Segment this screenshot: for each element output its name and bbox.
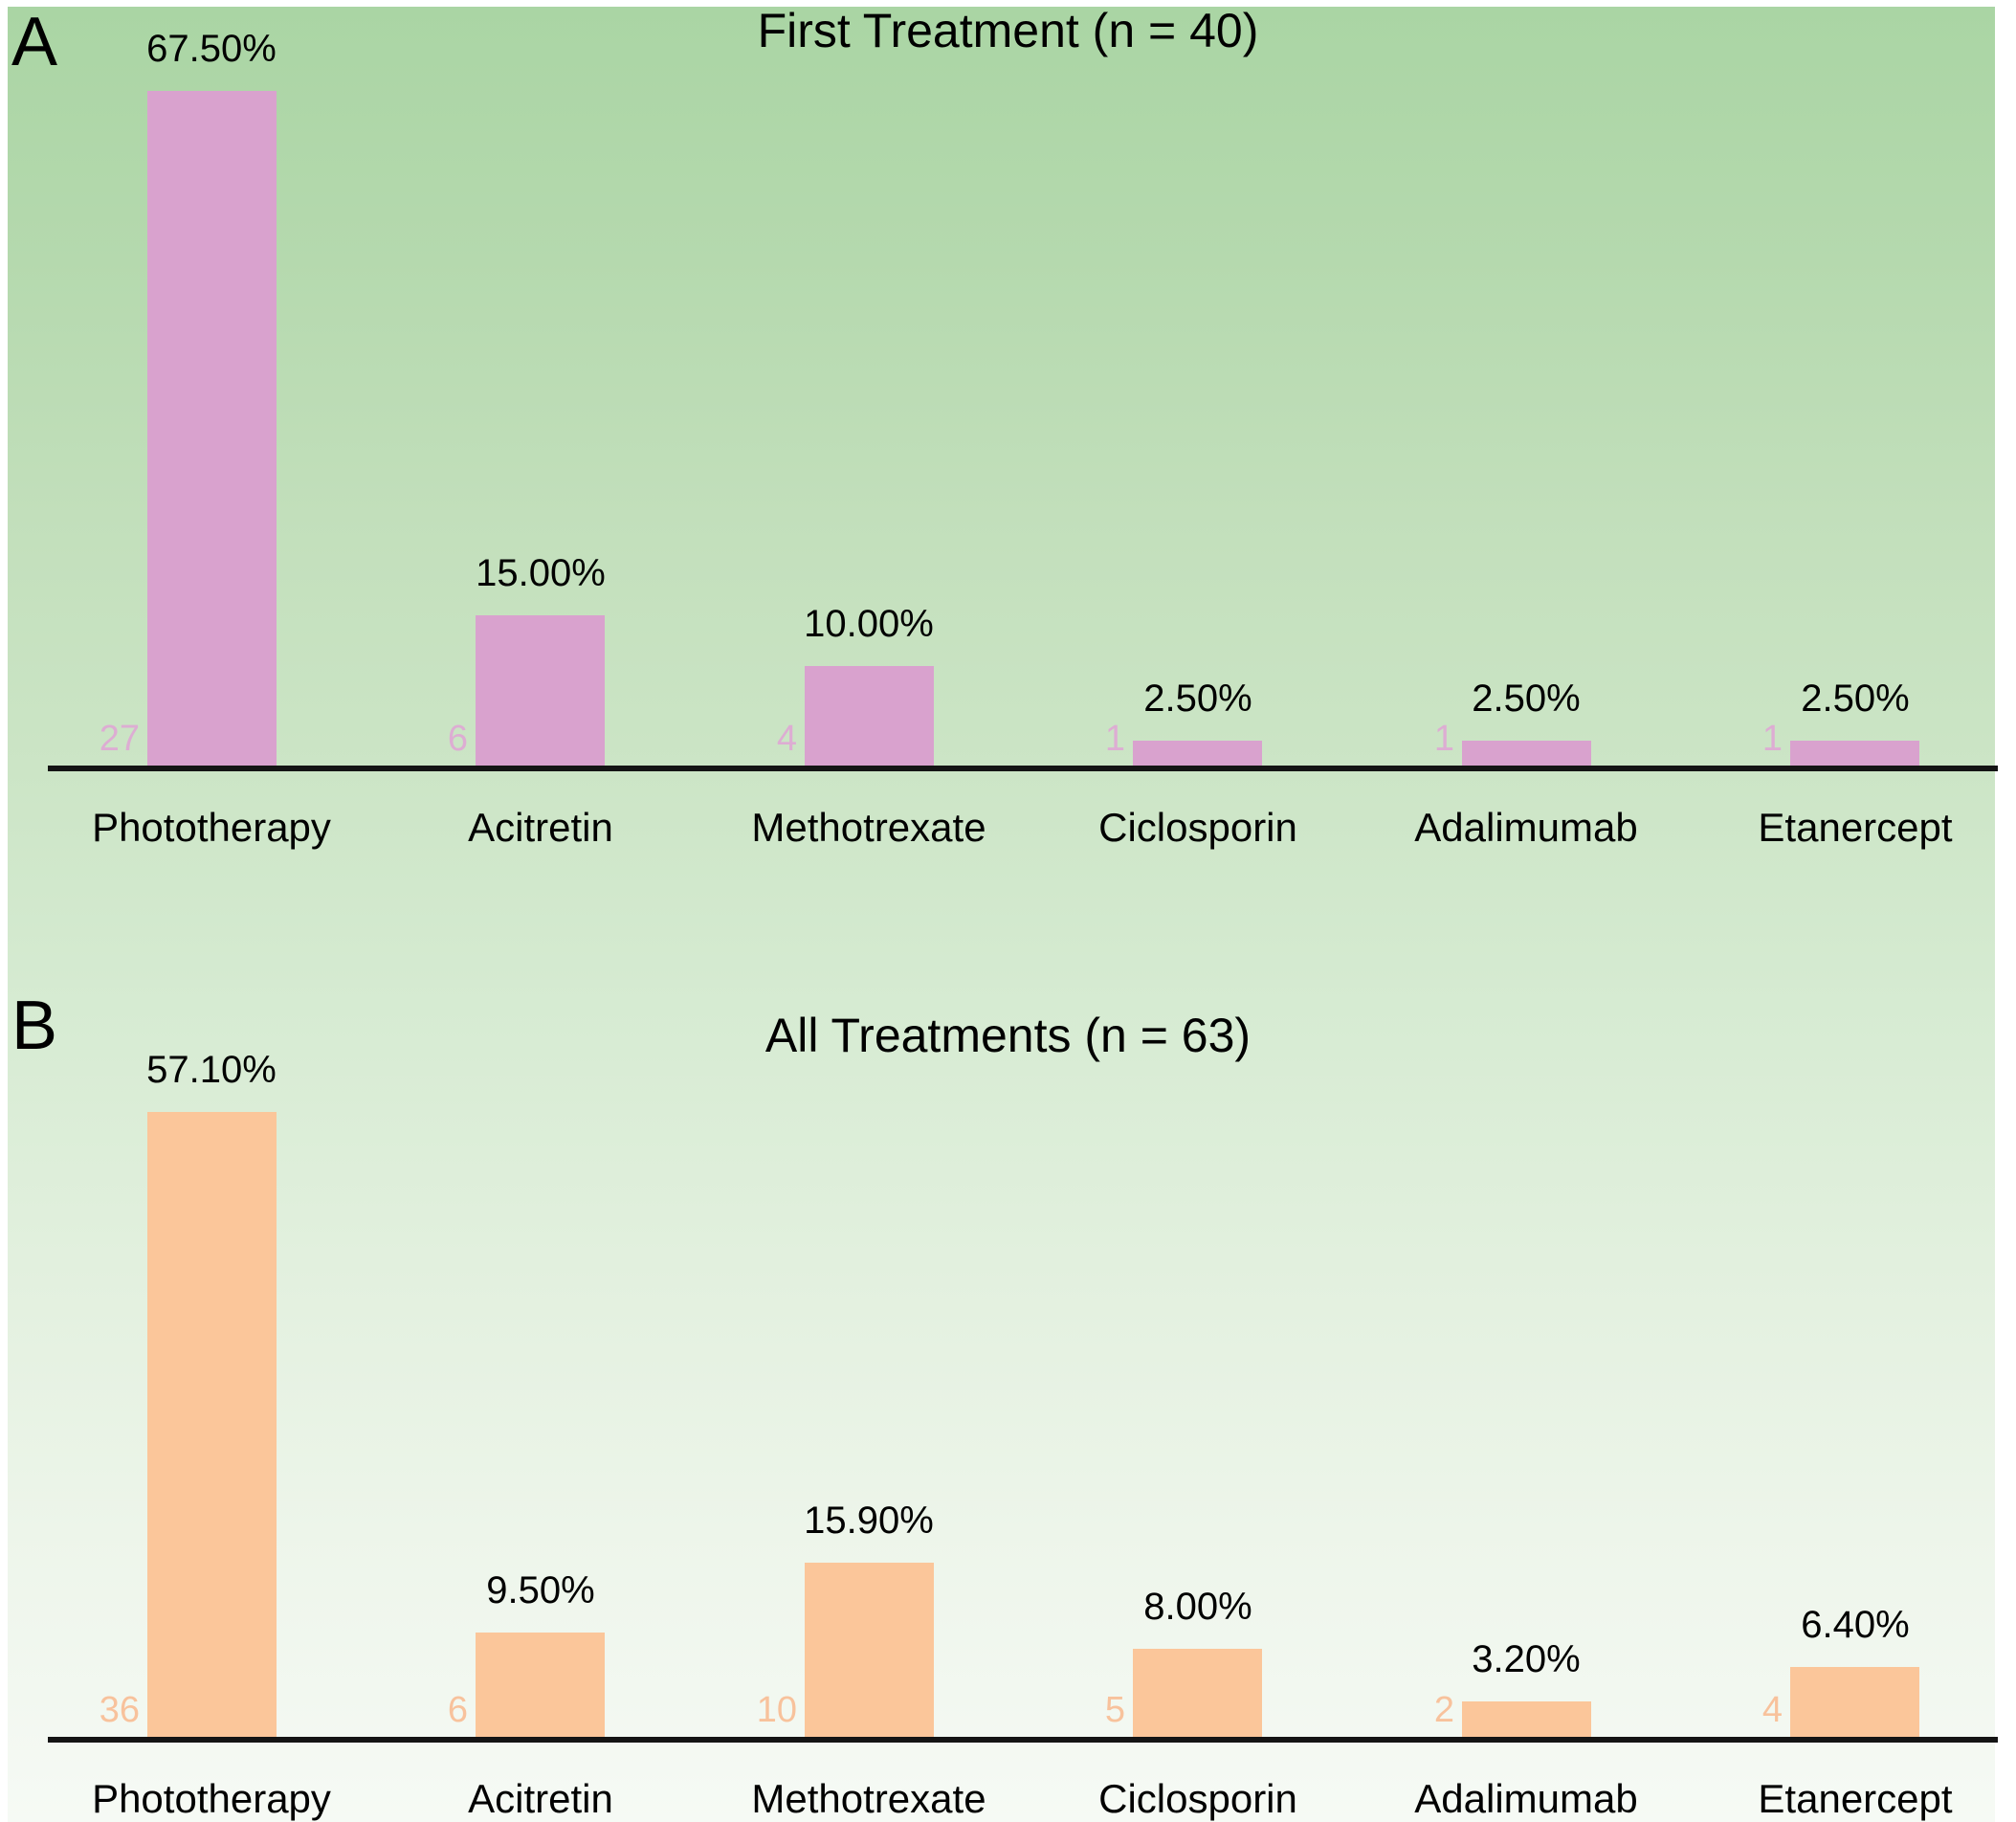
percent-label: 2.50% [1472,678,1581,720]
bar-phototherapy [147,1112,277,1737]
bar-ciclosporin [1133,1649,1262,1737]
bar-acitretin [476,615,605,766]
bar-phototherapy [147,91,277,766]
count-label: 1 [1104,719,1125,759]
count-label: 36 [99,1690,140,1730]
count-label: 10 [756,1690,797,1730]
count-label: 1 [1761,719,1783,759]
count-label: 6 [447,1690,468,1730]
percent-label: 15.00% [476,552,606,594]
count-label: 4 [776,719,797,759]
panel-b-label: B [11,988,58,1064]
count-label: 2 [1433,1690,1454,1730]
percent-label: 8.00% [1143,1586,1252,1628]
category-label-ciclosporin: Ciclosporin [1098,805,1297,850]
percent-label: 10.00% [804,603,934,645]
bar-ciclosporin [1133,741,1262,766]
category-label-acitretin: Acitretin [468,1776,613,1821]
panel-b-title: All Treatments (n = 63) [764,1009,1252,1062]
bar-adalimumab [1462,1701,1591,1737]
bar-acitretin [476,1633,605,1737]
category-label-etanercept: Etanercept [1758,1776,1953,1821]
count-label: 5 [1104,1690,1125,1730]
category-label-acitretin: Acitretin [468,805,613,850]
count-label: 27 [99,719,140,759]
category-label-adalimumab: Adalimumab [1414,805,1638,850]
panel-b-xaxis-line [48,1737,1998,1743]
count-label: 1 [1433,719,1454,759]
percent-label: 67.50% [146,28,277,70]
percent-label: 6.40% [1801,1604,1910,1646]
percent-label: 3.20% [1472,1638,1581,1680]
panel-a-title: First Treatment (n = 40) [757,4,1259,57]
percent-label: 2.50% [1801,678,1910,720]
percent-label: 9.50% [486,1569,595,1611]
category-label-phototherapy: Phototherapy [92,805,331,850]
panel-a-xaxis-line [48,766,1998,771]
percent-label: 2.50% [1143,678,1252,720]
category-label-methotrexate: Methotrexate [751,805,986,850]
chart-background [8,7,1995,1822]
category-label-phototherapy: Phototherapy [92,1776,331,1821]
category-label-ciclosporin: Ciclosporin [1098,1776,1297,1821]
bar-adalimumab [1462,741,1591,766]
bar-etanercept [1790,1667,1919,1737]
bar-etanercept [1790,741,1919,766]
category-label-methotrexate: Methotrexate [751,1776,986,1821]
count-label: 4 [1761,1690,1783,1730]
percent-label: 15.90% [804,1500,934,1542]
count-label: 6 [447,719,468,759]
percent-label: 57.10% [146,1049,277,1091]
category-label-etanercept: Etanercept [1758,805,1953,850]
panel-a-label: A [11,4,58,80]
bar-methotrexate [805,666,934,766]
category-label-adalimumab: Adalimumab [1414,1776,1638,1821]
bar-methotrexate [805,1563,934,1737]
